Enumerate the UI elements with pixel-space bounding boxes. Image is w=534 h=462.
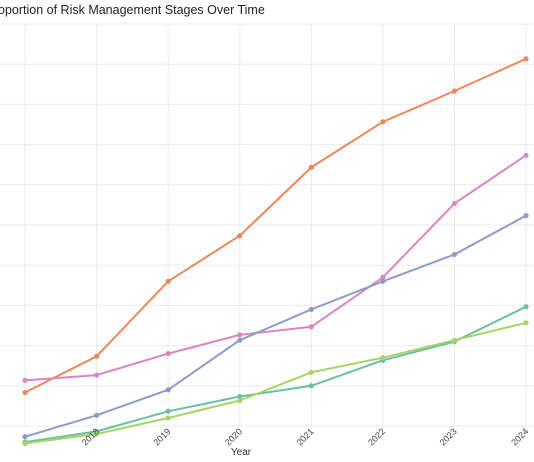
data-point — [165, 387, 171, 393]
data-point — [165, 278, 171, 284]
grid — [0, 23, 534, 427]
data-point — [22, 434, 28, 440]
x-axis-label: Year — [231, 447, 252, 458]
series-line-3 — [24, 214, 527, 438]
data-point — [308, 324, 314, 330]
data-point — [523, 304, 529, 310]
data-point — [380, 278, 386, 284]
data-point — [237, 332, 243, 338]
data-point — [237, 397, 243, 404]
series-line-2 — [24, 154, 527, 382]
data-point — [94, 412, 100, 418]
data-point — [451, 337, 458, 343]
data-point — [237, 337, 243, 343]
data-point — [94, 431, 100, 437]
data-point — [451, 200, 458, 207]
data-point — [523, 56, 529, 62]
data-point — [165, 408, 171, 414]
series-layer — [22, 56, 529, 447]
data-point — [94, 353, 100, 359]
data-point — [94, 372, 100, 378]
data-point — [523, 320, 529, 326]
data-point — [380, 119, 386, 125]
data-point — [308, 383, 314, 389]
data-point — [22, 377, 28, 384]
data-point — [22, 440, 28, 447]
data-point — [523, 152, 529, 158]
series-line-5 — [24, 321, 527, 445]
data-point — [523, 213, 529, 219]
data-point — [308, 306, 314, 313]
data-point — [451, 251, 458, 258]
data-point — [165, 351, 171, 357]
series-line-4 — [24, 305, 527, 444]
chart-title: oportion of Risk Management Stages Over … — [0, 3, 265, 17]
data-point — [308, 164, 314, 170]
data-point — [451, 88, 458, 94]
series-line-1 — [24, 57, 527, 394]
x-axis-ticks: 2018 2019 2020 2021 2022 2023 2024 — [80, 426, 531, 447]
data-point — [165, 415, 171, 421]
data-point — [237, 393, 243, 400]
data-point — [308, 369, 314, 375]
data-point — [237, 233, 243, 239]
data-point — [380, 355, 386, 361]
data-point — [380, 274, 386, 280]
data-point — [22, 389, 28, 396]
